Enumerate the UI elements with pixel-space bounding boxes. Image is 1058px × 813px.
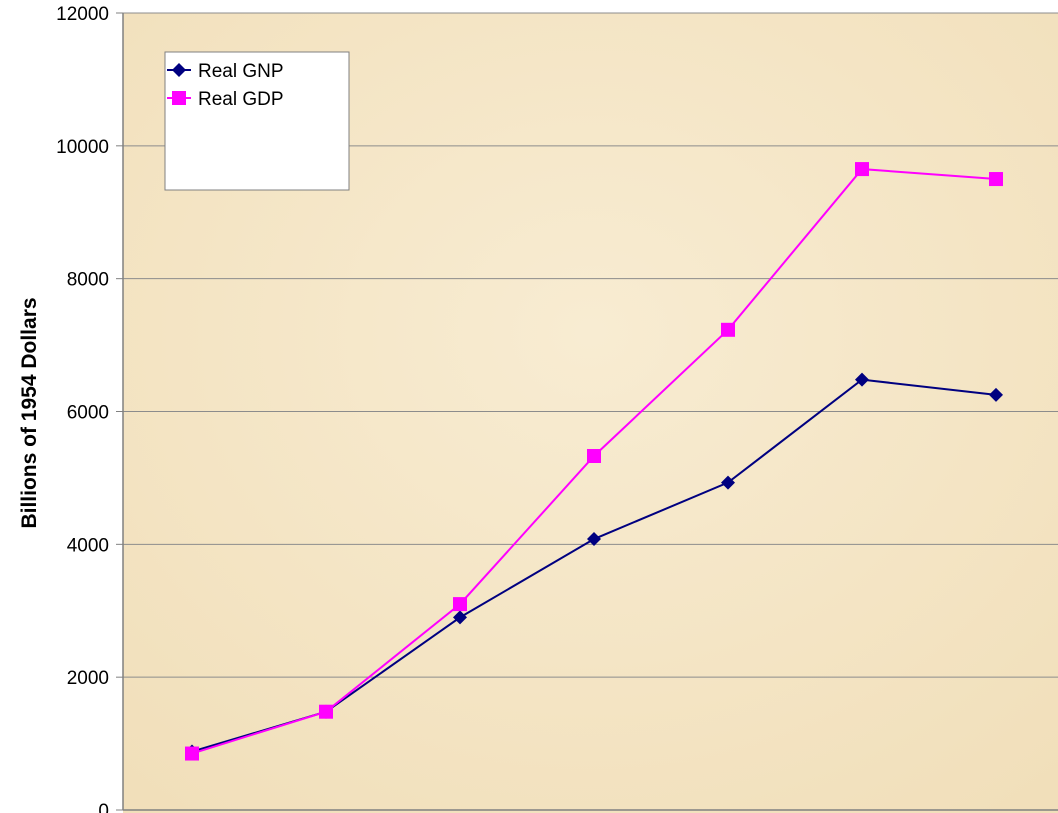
y-tick-label: 12000 (56, 4, 109, 25)
legend-label: Real GDP (198, 89, 284, 110)
data-point (855, 162, 869, 177)
data-point (587, 532, 601, 547)
y-tick-label: 6000 (67, 403, 109, 424)
legend-box (164, 51, 350, 191)
series-layer (185, 162, 1003, 761)
data-point (587, 448, 601, 463)
data-point (319, 704, 333, 719)
series-real-gdp (185, 162, 1003, 761)
data-point (855, 372, 869, 387)
data-point (989, 172, 1003, 187)
y-tick-label: 2000 (67, 668, 109, 689)
legend: Real GNP Real GDP (164, 51, 350, 191)
y-tick-label: 10000 (56, 137, 109, 158)
y-tick-label: 8000 (67, 270, 109, 291)
data-point (453, 597, 467, 612)
y-tick-label: 4000 (67, 535, 109, 556)
data-point (721, 475, 735, 490)
legend-label: Real GNP (198, 61, 284, 82)
legend-marker-square (172, 91, 186, 105)
axes: 0 2000 4000 6000 8000 10000 12000 (56, 4, 1058, 813)
data-point (185, 746, 199, 761)
data-point (721, 322, 735, 337)
y-tick-label: 0 (98, 801, 109, 813)
data-point (989, 387, 1003, 402)
gridlines (123, 12, 1058, 678)
legend-marker-diamond (172, 63, 186, 77)
data-point (453, 610, 467, 625)
y-axis-title: Billions of 1954 Dollars (18, 297, 41, 528)
